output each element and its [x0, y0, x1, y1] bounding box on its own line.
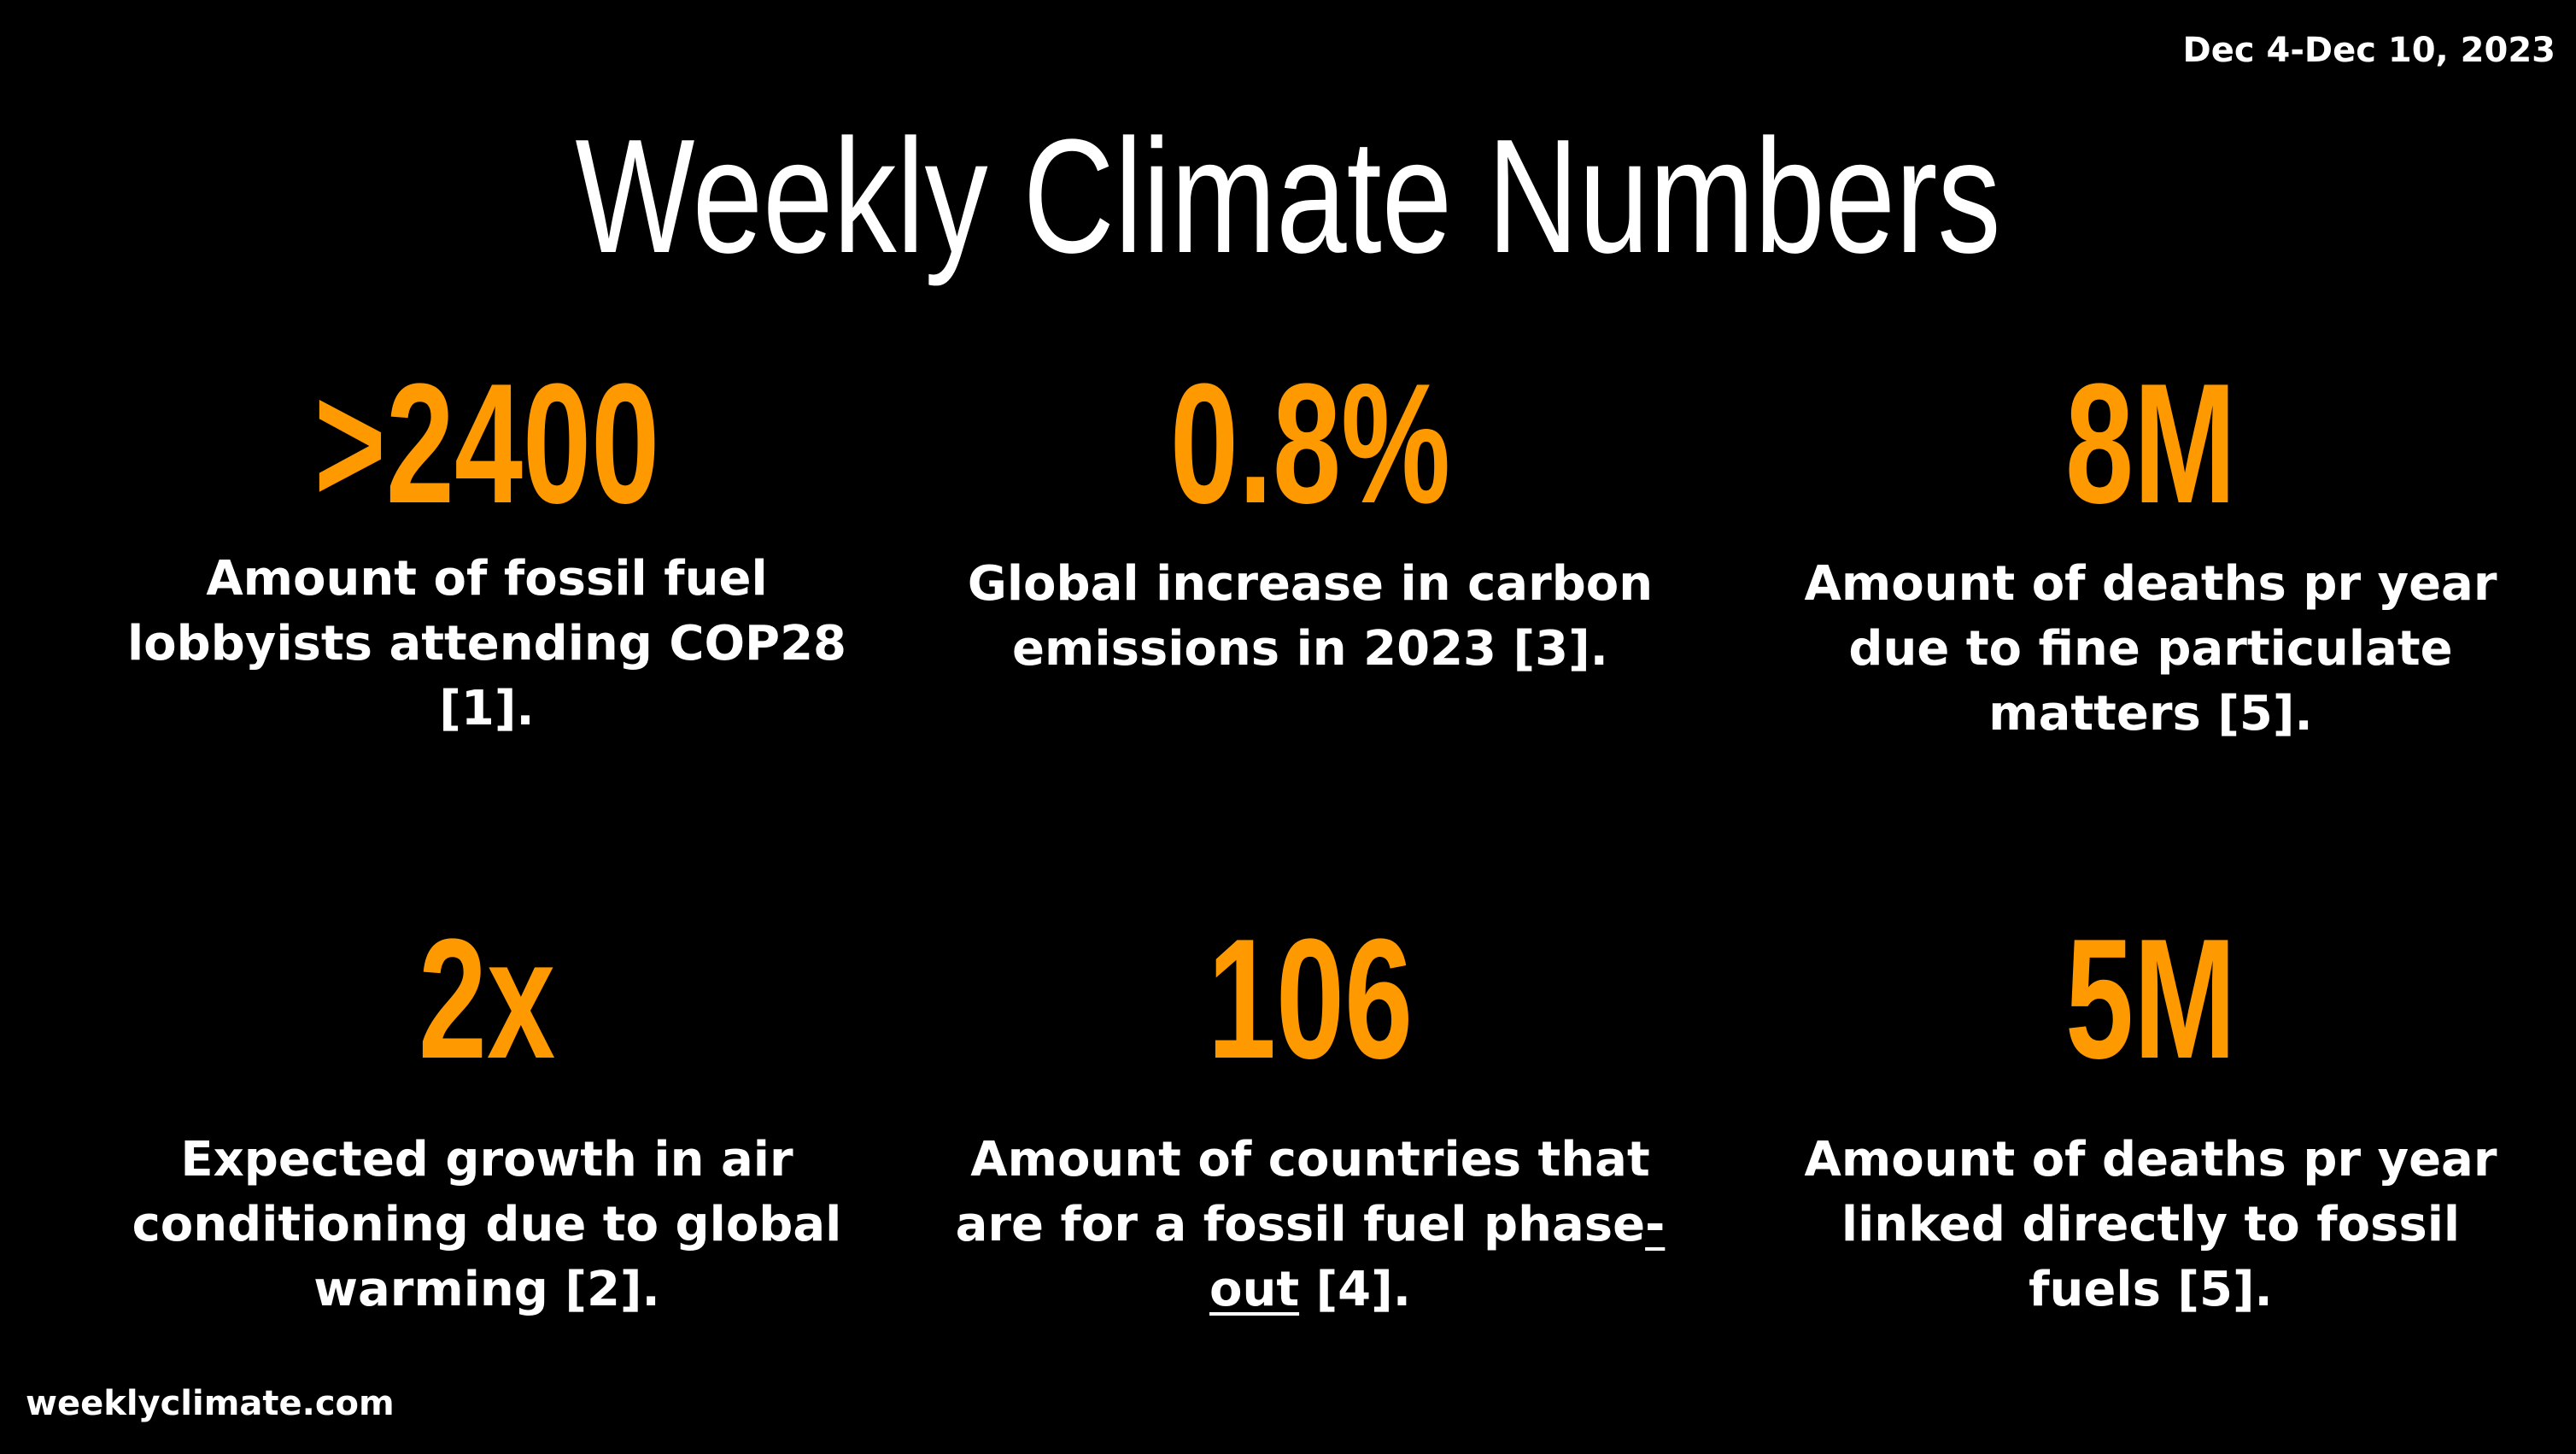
date-range: Dec 4-Dec 10, 2023	[2182, 31, 2556, 70]
stat-emissions: 0.8% Global increase in carbon emissions…	[909, 359, 1712, 682]
stat-value: 0.8%	[1169, 349, 1451, 539]
description-text: Amount of countries that are for a fossi…	[955, 1132, 1650, 1252]
citation-text: [4].	[1299, 1262, 1412, 1317]
stat-description: Global increase in carbon emissions in 2…	[967, 556, 1654, 677]
stat-value: 8M	[2064, 349, 2237, 539]
stat-value: >2400	[313, 349, 660, 539]
stat-air-conditioning: 2x Expected growth in air conditioning d…	[85, 914, 888, 1322]
stat-description: Amount of countries that are for a fossi…	[909, 1128, 1712, 1322]
stat-description: Amount of deaths pr year linked directly…	[1804, 1132, 2497, 1317]
stat-fossil-fuel-deaths: 5M Amount of deaths pr year linked direc…	[1749, 914, 2552, 1322]
page-title: Weekly Climate Numbers	[575, 106, 2001, 287]
stat-value: 5M	[2064, 904, 2237, 1094]
stat-value: 2x	[418, 904, 556, 1094]
stat-phase-out-countries: 106 Amount of countries that are for a f…	[909, 914, 1712, 1322]
stat-particulate-deaths: 8M Amount of deaths pr year due to fine …	[1749, 359, 2552, 747]
stat-description: Amount of deaths pr year due to fine par…	[1804, 556, 2497, 742]
stat-value: 106	[1207, 904, 1414, 1094]
stat-lobbyists: >2400 Amount of fossil fuel lobbyists at…	[85, 359, 888, 742]
site-url[interactable]: weeklyclimate.com	[26, 1384, 395, 1423]
phase-out-link[interactable]: -out	[1209, 1197, 1666, 1317]
stat-description: Expected growth in air conditioning due …	[132, 1132, 842, 1317]
stat-description: Amount of fossil fuel lobbyists attendin…	[126, 551, 847, 736]
